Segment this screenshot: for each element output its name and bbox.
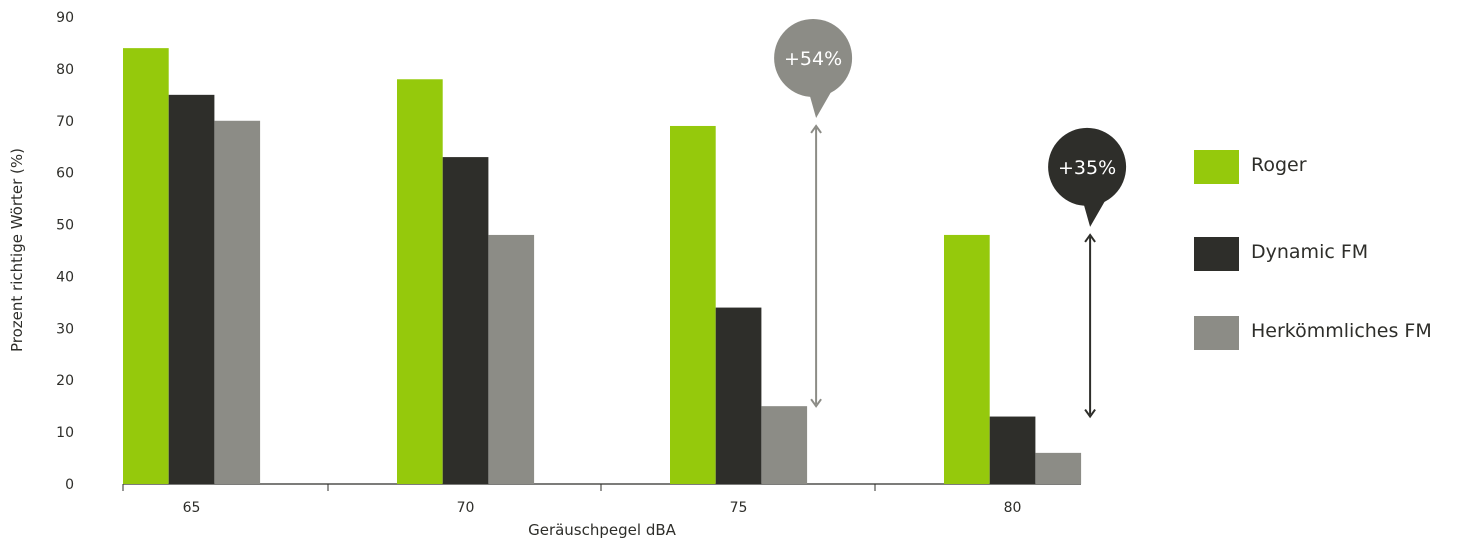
bar	[123, 48, 169, 485]
y-tick-label: 60	[56, 166, 74, 182]
annotation-bubble-circle	[774, 18, 853, 97]
annotation-arrowhead-bottom	[1084, 408, 1096, 419]
y-tick-label: 40	[56, 269, 74, 285]
legend-swatch-roger	[1194, 150, 1239, 184]
y-tick-label: 10	[56, 425, 74, 441]
annotation-bubble: +54%	[774, 18, 853, 118]
bar	[442, 157, 489, 484]
annotation-bubble-circle	[1048, 127, 1127, 206]
annotation-label: +35%	[1058, 157, 1116, 179]
legend-item-dynamic-fm: Dynamic FM	[1194, 237, 1454, 271]
x-tick-label: 75	[730, 500, 748, 516]
y-tick-label: 90	[56, 10, 74, 26]
legend-label-dynamic-fm: Dynamic FM	[1251, 241, 1369, 263]
annotation-arrowhead-top	[1084, 233, 1096, 243]
y-tick-label: 20	[56, 373, 74, 389]
legend-swatch-dynamic-fm	[1194, 237, 1239, 271]
x-axis-title: Geräuschpegel dBA	[528, 521, 677, 539]
y-tick-label: 30	[56, 321, 74, 337]
bar	[944, 234, 990, 484]
y-axis: 0 10 20 30 40 50 60 70 80 90	[56, 10, 74, 493]
bar	[214, 120, 261, 485]
legend-label-herkoemmliches-fm: Herkömmliches FM	[1251, 320, 1432, 342]
annotation-bubble-tail	[1081, 186, 1114, 227]
annotation-bubble-tail	[807, 77, 840, 118]
bar	[397, 79, 443, 485]
legend-item-herkoemmliches-fm: Herkömmliches FM	[1194, 316, 1454, 350]
bar	[168, 94, 215, 484]
y-tick-label: 0	[65, 477, 74, 493]
annotations: +54% +35%	[774, 18, 1127, 419]
x-tick-label: 80	[1004, 500, 1022, 516]
legend-swatch-herkoemmliches-fm	[1194, 316, 1239, 350]
bar	[989, 416, 1036, 484]
annotation-bubble: +35%	[1048, 127, 1127, 227]
x-axis: 65 70 75 80	[122, 483, 1081, 516]
x-tick-label: 70	[457, 500, 475, 516]
y-tick-label: 80	[56, 62, 74, 78]
bar	[1035, 452, 1082, 484]
x-tick-label: 65	[183, 500, 201, 516]
legend-label-roger: Roger	[1251, 154, 1307, 176]
bars	[123, 48, 1082, 485]
bar	[670, 125, 716, 484]
annotation-label: +54%	[784, 48, 842, 70]
legend-item-roger: Roger	[1194, 150, 1454, 184]
annotation-arrowhead-top	[810, 124, 822, 134]
annotation-arrowhead-bottom	[810, 398, 822, 408]
y-tick-label: 70	[56, 114, 74, 130]
bar	[715, 307, 762, 484]
bar	[761, 406, 808, 484]
bar	[488, 234, 535, 484]
y-tick-label: 50	[56, 218, 74, 234]
y-axis-title: Prozent richtige Wörter (%)	[8, 148, 26, 352]
